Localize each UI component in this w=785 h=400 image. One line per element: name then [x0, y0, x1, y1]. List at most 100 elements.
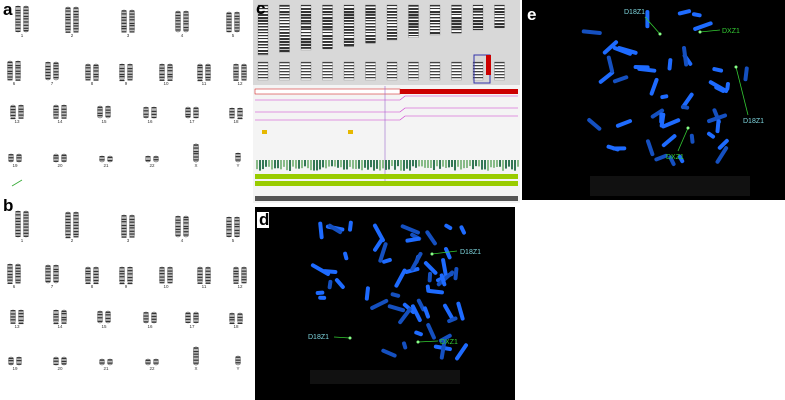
- ideogram-band: [387, 8, 397, 10]
- gene-track: [355, 160, 357, 169]
- chromosome: [99, 155, 105, 163]
- ideogram-band: [494, 65, 505, 67]
- ideogram-band: [322, 44, 333, 47]
- chromosome-band: [85, 270, 91, 273]
- ideogram-band: [279, 71, 290, 73]
- ideogram-band: [451, 26, 462, 29]
- chromosome-band: [65, 236, 71, 239]
- ideogram-band: [258, 20, 268, 22]
- chromosome-band: [185, 113, 191, 116]
- ideogram-band: [365, 74, 376, 76]
- gene-track: [301, 160, 303, 169]
- chromosome-band: [175, 14, 181, 17]
- probe-label: DXZ1: [666, 154, 684, 161]
- gene-track: [487, 160, 489, 171]
- fish-chromosome: [436, 270, 455, 287]
- gene-track: [460, 160, 462, 170]
- chromosome-band: [65, 230, 71, 232]
- ideogram-band: [301, 26, 311, 29]
- gene-track: [376, 160, 378, 169]
- chromosome-band: [8, 360, 14, 362]
- ideogram-band: [258, 11, 268, 13]
- fish-chromosome: [394, 268, 407, 288]
- gene-track: [325, 160, 327, 169]
- chromosome-band: [65, 28, 71, 30]
- chromosome-band: [197, 267, 203, 269]
- gene-track: [394, 160, 396, 170]
- chromosome-band: [10, 117, 16, 120]
- chromosome-band: [65, 233, 71, 236]
- fish-chromosome: [426, 323, 436, 340]
- chromosome-band: [205, 276, 211, 278]
- chromosome-band: [193, 153, 199, 155]
- chromosome-band: [121, 16, 127, 19]
- fish-chromosome: [343, 251, 349, 261]
- chromosome-band: [167, 279, 173, 281]
- ideogram-band: [258, 77, 268, 79]
- gene-track: [346, 160, 348, 170]
- ideogram-band: [258, 74, 268, 76]
- ideogram-band: [430, 20, 440, 22]
- chromosome-band: [15, 270, 21, 272]
- fish-chromosome: [650, 108, 665, 119]
- ideogram-band: [279, 8, 290, 10]
- fish-chromosome: [318, 295, 327, 300]
- chromosome-band: [53, 357, 59, 360]
- chromosome-band: [233, 76, 239, 78]
- chromosome-band: [73, 19, 79, 21]
- chromosome-band: [145, 159, 151, 162]
- ideogram-band: [473, 71, 483, 73]
- chromosome-band: [97, 115, 103, 117]
- chromosome-band: [53, 313, 59, 315]
- chromosome-label: 10: [163, 284, 169, 289]
- chromosome-band: [16, 157, 22, 159]
- gene-track: [496, 160, 498, 168]
- chromosome-band: [99, 159, 105, 161]
- ideogram-band: [408, 71, 419, 73]
- chromosome-band: [16, 360, 22, 362]
- ideogram-band: [408, 32, 419, 34]
- chromosome-band: [129, 230, 135, 232]
- ideogram-band: [258, 32, 268, 34]
- chromosome-band: [15, 217, 21, 220]
- gene-track: [358, 160, 360, 169]
- chromosome-band: [183, 228, 189, 230]
- chromosome-band: [53, 277, 59, 279]
- ideogram-band: [258, 41, 268, 43]
- chromosome: [151, 311, 157, 324]
- chromosome-band: [53, 160, 59, 162]
- ideogram-band: [387, 68, 397, 70]
- chromosome: [45, 264, 51, 284]
- ideogram-band: [430, 14, 440, 16]
- fish-chromosome: [373, 238, 384, 252]
- chromosome-band: [233, 70, 239, 73]
- chromosome-band: [233, 279, 239, 281]
- chromosome: [45, 61, 51, 81]
- ideogram-band: [279, 47, 290, 50]
- gene-track: [289, 160, 291, 171]
- chromosome-band: [159, 70, 165, 72]
- chromosome-band: [15, 9, 21, 12]
- chromosome-band: [97, 317, 103, 319]
- fish-chromosome: [633, 65, 650, 70]
- chromosome: [175, 10, 181, 33]
- chromosome-band: [15, 276, 21, 278]
- fish-chromosome: [659, 112, 664, 124]
- chromosome-label: 5: [232, 238, 235, 243]
- chromosome-band: [233, 282, 239, 284]
- chromosome: [105, 105, 111, 119]
- chromosome-band: [159, 73, 165, 75]
- fish-chromosome: [743, 66, 749, 82]
- fish-chromosome: [667, 58, 673, 71]
- chromosome-band: [129, 218, 135, 221]
- ideogram-band: [301, 14, 311, 17]
- chromosome-band: [233, 276, 239, 278]
- chromosome-band: [127, 79, 133, 81]
- probe-label: D18Z1: [743, 118, 764, 125]
- chromosome-band: [129, 31, 135, 33]
- chromosome-band: [197, 276, 203, 278]
- chromosome-band: [73, 221, 79, 224]
- chromosome-band: [175, 216, 181, 218]
- ideogram-band: [279, 23, 290, 25]
- chromosome-band: [233, 273, 239, 275]
